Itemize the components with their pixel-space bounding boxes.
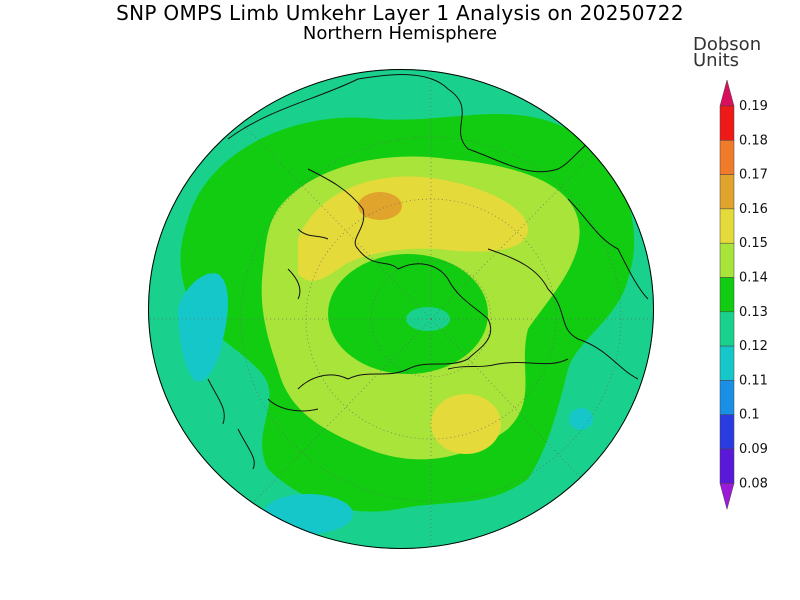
chart-title: SNP OMPS Limb Umkehr Layer 1 Analysis on…	[116, 1, 684, 25]
level-011-pacific-minimum	[178, 273, 228, 382]
colorbar-swatch	[719, 174, 735, 210]
colorbar: 0.19 0.18 0.17 0.16 0.15 0.14 0.13 0.12 0.11 0.1 0…	[719, 79, 768, 511]
coastlines	[207, 74, 649, 470]
colorbar-swatch	[719, 105, 735, 141]
colorbar-swatch	[719, 208, 735, 244]
colorbar-tick-label: 0.1	[739, 408, 760, 423]
colorbar-swatch	[719, 414, 735, 450]
colorbar-tick-label: 0.17	[739, 168, 768, 183]
colorbar-swatch	[719, 311, 735, 347]
colorbar-swatch	[719, 242, 735, 278]
colorbar-units-line1: Dobson	[693, 34, 762, 55]
map-border	[148, 69, 654, 549]
level-016-peak	[358, 192, 402, 220]
colorbar-tick-label: 0.11	[739, 373, 768, 388]
level-013-polar-cap	[328, 254, 488, 374]
colorbar-swatch	[719, 380, 735, 415]
colorbar-swatch	[719, 448, 735, 484]
colorbar-tick-label: 0.12	[739, 339, 768, 354]
level-011-atlantic-minimum	[569, 408, 593, 430]
level-012-polar-center	[406, 307, 450, 331]
colorbar-tick-label: 0.13	[739, 305, 768, 320]
colorbar-tick-label: 0.18	[739, 133, 768, 148]
level-011-bottom-minimum	[263, 494, 353, 534]
level-015-siberia	[298, 176, 528, 281]
colorbar-top-arrow	[719, 79, 735, 107]
colorbar-swatch	[719, 345, 735, 381]
colorbar-bottom-arrow	[719, 483, 735, 511]
colorbar-tick-label: 0.19	[739, 99, 768, 114]
colorbar-tick-label: 0.08	[739, 476, 768, 491]
colorbar-swatch	[719, 140, 735, 175]
colorbar-tick-label: 0.15	[739, 236, 768, 251]
colorbar-swatch	[719, 277, 735, 313]
graticule	[148, 69, 654, 549]
level-015-pacific	[431, 394, 501, 454]
polar-map	[148, 69, 654, 549]
colorbar-tick-label: 0.14	[739, 271, 768, 286]
chart-subtitle: Northern Hemisphere	[302, 23, 498, 44]
colorbar-tick-label: 0.09	[739, 442, 768, 457]
colorbar-tick-label: 0.16	[739, 202, 768, 217]
colorbar-units-line2: Units	[693, 50, 740, 71]
